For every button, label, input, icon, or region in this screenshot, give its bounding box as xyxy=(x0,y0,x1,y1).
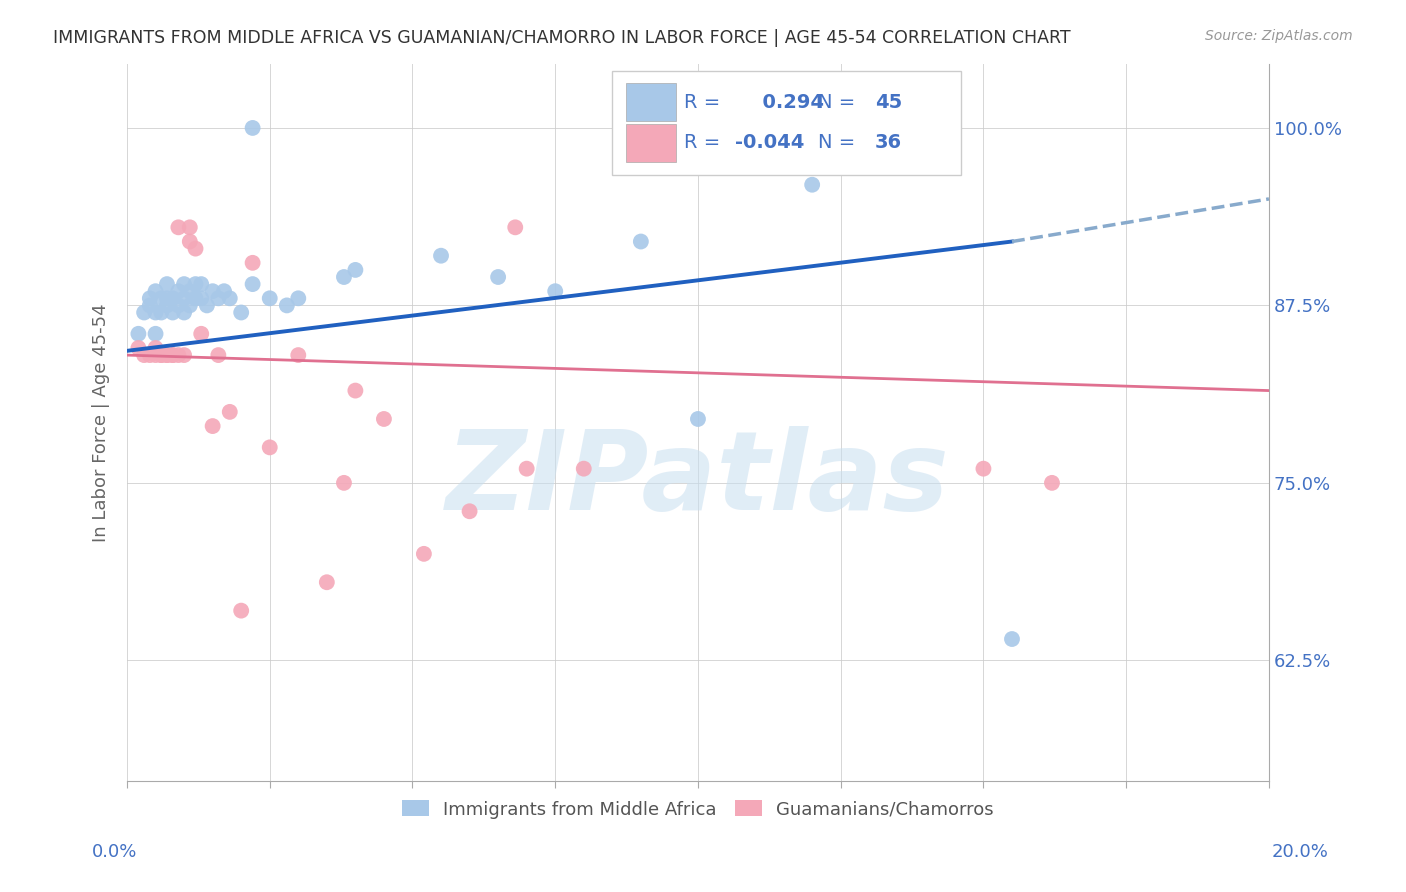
Point xyxy=(801,178,824,192)
Point xyxy=(972,461,994,475)
Y-axis label: In Labor Force | Age 45-54: In Labor Force | Age 45-54 xyxy=(93,303,110,541)
Point xyxy=(139,291,162,305)
Point xyxy=(179,235,201,249)
Point xyxy=(207,348,229,362)
Point xyxy=(486,270,509,285)
Point xyxy=(162,348,184,362)
Point xyxy=(231,604,253,618)
Point xyxy=(156,277,179,292)
Point xyxy=(162,305,184,319)
Point xyxy=(195,298,218,312)
Point xyxy=(207,291,229,305)
Point xyxy=(150,348,173,362)
Point xyxy=(190,326,212,341)
Point xyxy=(373,412,395,426)
Text: ZIPatlas: ZIPatlas xyxy=(446,426,950,533)
Text: 45: 45 xyxy=(875,93,903,112)
Text: N =: N = xyxy=(818,93,855,112)
Point xyxy=(184,291,207,305)
Point xyxy=(184,277,207,292)
Point xyxy=(139,348,162,362)
Point xyxy=(242,120,264,135)
Point xyxy=(167,220,190,235)
Point xyxy=(162,291,184,305)
Point xyxy=(167,298,190,312)
Text: 0.294: 0.294 xyxy=(749,93,824,112)
Point xyxy=(190,291,212,305)
Point xyxy=(259,291,281,305)
Point xyxy=(173,348,195,362)
Point xyxy=(544,284,567,298)
Point xyxy=(150,291,173,305)
Point xyxy=(344,384,367,398)
Point xyxy=(287,291,309,305)
Point xyxy=(212,284,235,298)
Point xyxy=(167,284,190,298)
Point xyxy=(179,298,201,312)
FancyBboxPatch shape xyxy=(613,71,960,175)
Point xyxy=(127,341,149,355)
Point xyxy=(179,220,201,235)
Point xyxy=(458,504,481,518)
Point xyxy=(1001,632,1024,646)
Point xyxy=(150,305,173,319)
Point xyxy=(134,348,156,362)
Point xyxy=(630,235,652,249)
Point xyxy=(516,461,538,475)
Point xyxy=(190,277,212,292)
Point xyxy=(287,348,309,362)
Point xyxy=(201,284,224,298)
Text: N =: N = xyxy=(818,134,855,153)
Text: Source: ZipAtlas.com: Source: ZipAtlas.com xyxy=(1205,29,1353,43)
Text: 36: 36 xyxy=(875,134,903,153)
Text: -0.044: -0.044 xyxy=(734,134,804,153)
Point xyxy=(145,326,167,341)
Point xyxy=(156,348,179,362)
Point xyxy=(572,461,595,475)
FancyBboxPatch shape xyxy=(626,83,676,121)
Point xyxy=(412,547,434,561)
Point xyxy=(156,298,179,312)
Point xyxy=(686,412,709,426)
Text: 0.0%: 0.0% xyxy=(91,843,136,861)
Point xyxy=(184,242,207,256)
FancyBboxPatch shape xyxy=(626,124,676,162)
Point xyxy=(145,284,167,298)
Point xyxy=(242,277,264,292)
Text: R =: R = xyxy=(685,134,720,153)
Point xyxy=(430,249,453,263)
Point xyxy=(156,348,179,362)
Point xyxy=(315,575,337,590)
Point xyxy=(333,270,356,285)
Text: 20.0%: 20.0% xyxy=(1272,843,1329,861)
Point xyxy=(218,405,240,419)
Point xyxy=(503,220,526,235)
Point xyxy=(242,256,264,270)
Text: IMMIGRANTS FROM MIDDLE AFRICA VS GUAMANIAN/CHAMORRO IN LABOR FORCE | AGE 45-54 C: IMMIGRANTS FROM MIDDLE AFRICA VS GUAMANI… xyxy=(53,29,1071,46)
Point xyxy=(139,298,162,312)
Point xyxy=(179,284,201,298)
Point xyxy=(173,277,195,292)
Point xyxy=(259,441,281,455)
Point xyxy=(156,291,179,305)
Legend: Immigrants from Middle Africa, Guamanians/Chamorros: Immigrants from Middle Africa, Guamanian… xyxy=(395,793,1001,826)
Point xyxy=(276,298,298,312)
Point xyxy=(333,475,356,490)
Point xyxy=(127,326,149,341)
Point xyxy=(167,348,190,362)
Point xyxy=(173,305,195,319)
Point xyxy=(145,348,167,362)
Point xyxy=(150,348,173,362)
Point xyxy=(1040,475,1063,490)
Point xyxy=(134,305,156,319)
Point xyxy=(145,341,167,355)
Point xyxy=(173,291,195,305)
Point xyxy=(344,263,367,277)
Point xyxy=(218,291,240,305)
Point xyxy=(145,305,167,319)
Point xyxy=(231,305,253,319)
Point xyxy=(162,348,184,362)
Point xyxy=(201,419,224,434)
Text: R =: R = xyxy=(685,93,720,112)
